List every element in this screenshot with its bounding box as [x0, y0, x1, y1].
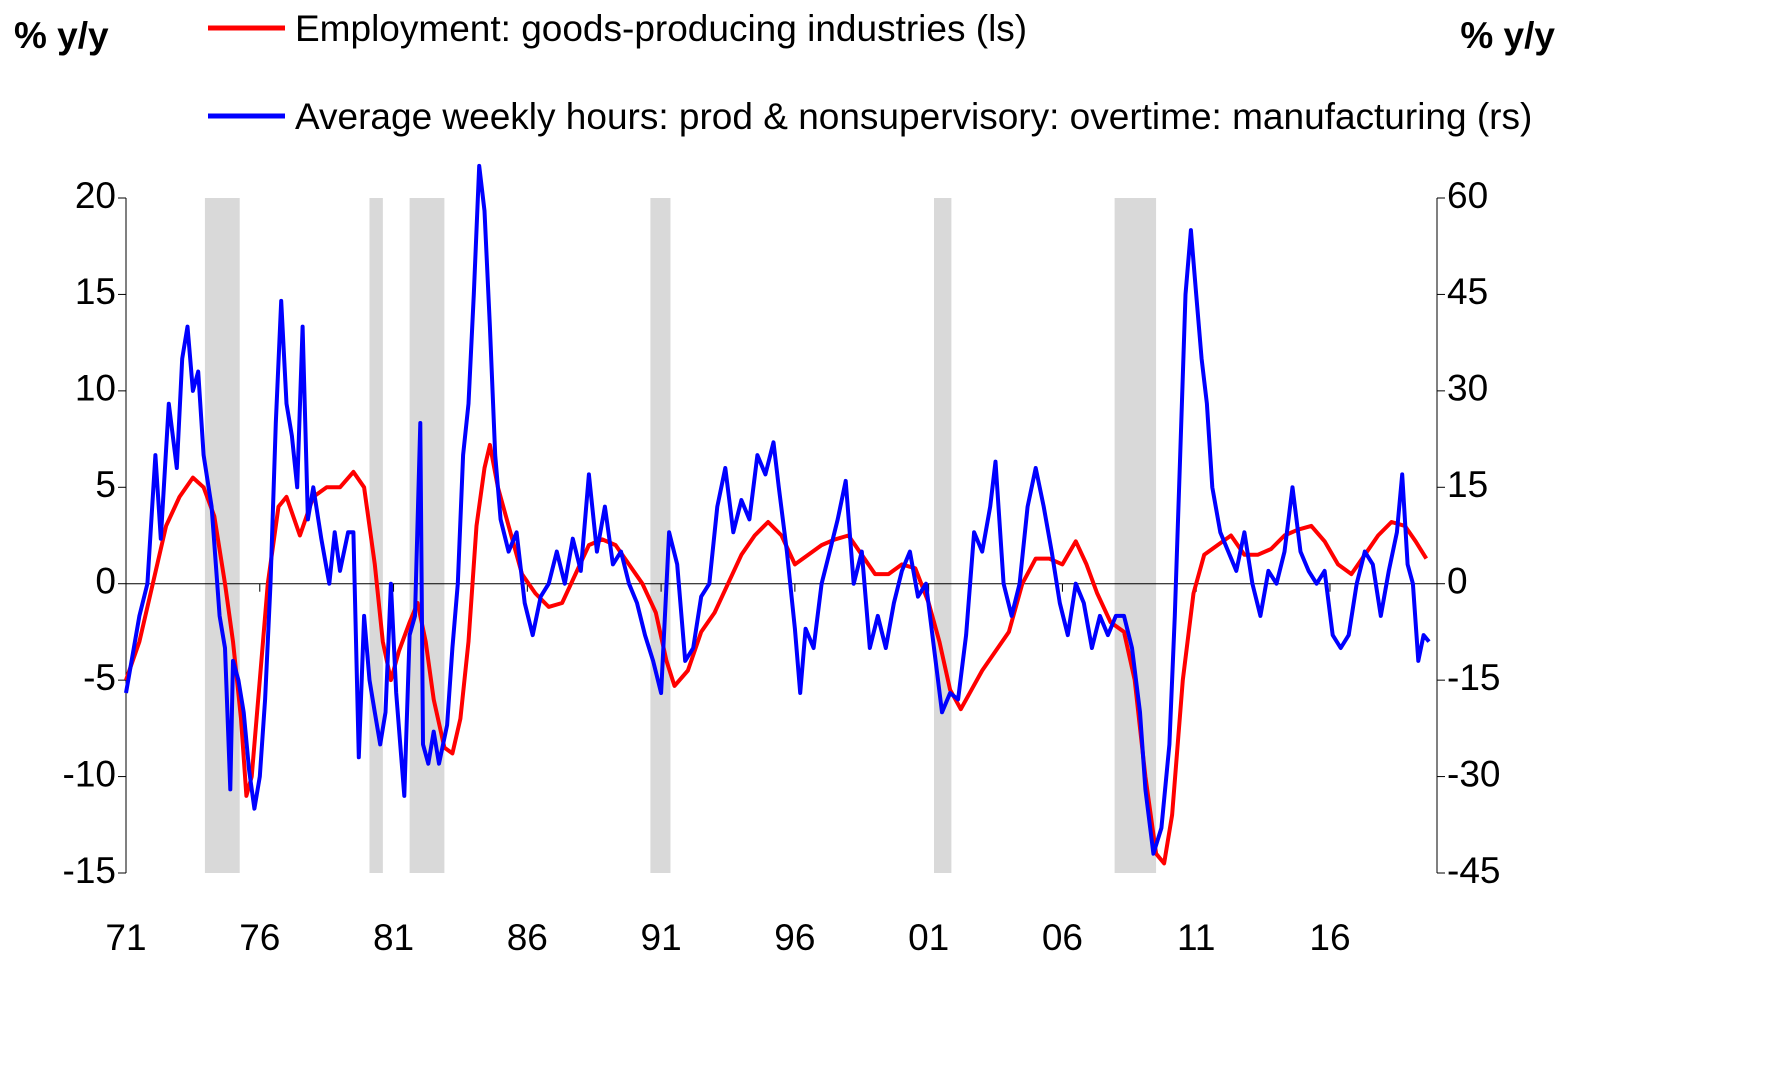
x-tick-label: 91 [641, 917, 682, 958]
y-tick-label: 20 [75, 175, 116, 216]
x-tick-label: 01 [908, 917, 949, 958]
recession-band [204, 198, 240, 873]
y2-tick-label: 15 [1447, 464, 1488, 505]
y-axis-label: % y/y [14, 15, 109, 56]
x-tick-label: 96 [774, 917, 815, 958]
y-tick-label: 5 [95, 464, 116, 505]
data-line [124, 442, 1429, 866]
y2-tick-label: -30 [1447, 753, 1500, 794]
y2-tick-label: 45 [1447, 271, 1488, 312]
y-tick-label: 15 [75, 271, 116, 312]
data-line [124, 163, 1431, 856]
x-tick-label: 86 [507, 917, 548, 958]
recession-band [409, 198, 445, 873]
x-tick-label: 11 [1177, 917, 1215, 958]
x-tick-label: 81 [373, 917, 414, 958]
y2-tick-label: 0 [1447, 560, 1468, 601]
x-tick-label: 06 [1042, 917, 1083, 958]
x-tick-label: 76 [239, 917, 280, 958]
y-tick-label: 0 [95, 560, 116, 601]
y-tick-label: -10 [63, 753, 116, 794]
y-tick-label: -15 [63, 850, 116, 891]
y2-tick-label: 60 [1447, 175, 1488, 216]
recession-band [1114, 198, 1157, 873]
y2-tick-label: -45 [1447, 850, 1500, 891]
x-tick-label: 16 [1309, 917, 1350, 958]
y2-axis-label: % y/y [1460, 15, 1555, 56]
y-tick-label: -5 [83, 657, 116, 698]
recession-band [650, 198, 671, 873]
y-tick-label: 10 [75, 368, 116, 409]
y2-tick-label: -15 [1447, 657, 1500, 698]
recession-band [934, 198, 952, 873]
legend-label: Employment: goods-producing industries (… [295, 8, 1028, 49]
y2-tick-label: 30 [1447, 368, 1488, 409]
legend-label: Average weekly hours: prod & nonsupervis… [295, 96, 1533, 137]
x-tick-label: 71 [105, 917, 146, 958]
